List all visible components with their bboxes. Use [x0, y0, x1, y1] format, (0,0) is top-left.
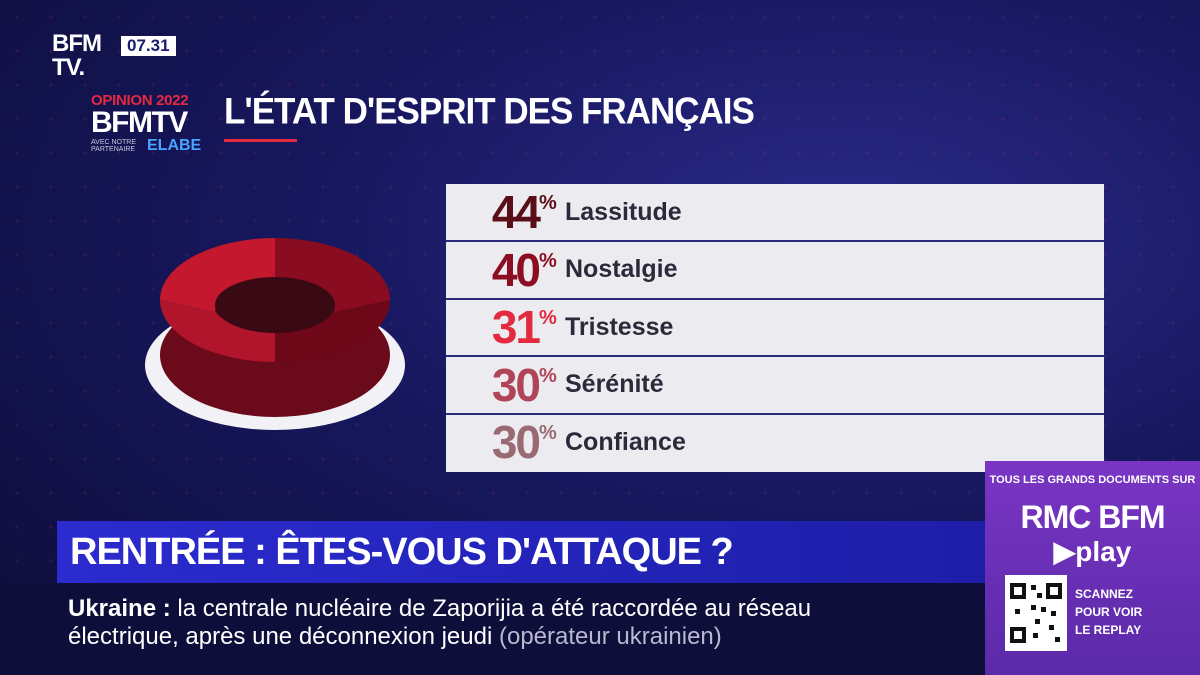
partner-label: AVEC NOTRE PARTENAIRE	[91, 139, 136, 153]
brand-label: BFMTV	[91, 106, 188, 139]
opinion-label: OPINION 2022	[91, 92, 189, 109]
percent-sign: %	[539, 249, 557, 272]
value-label: 44	[491, 186, 541, 238]
percent-sign: %	[539, 192, 557, 214]
ticker-source: (opérateur ukrainien)	[498, 623, 722, 650]
table-row: 30% Sérénité	[446, 357, 1104, 415]
category-label: Lassitude	[565, 197, 682, 226]
category-label: Confiance	[565, 427, 686, 456]
opinion-branding: OPINION 2022 BFMTV AVEC NOTRE PARTENAIRE…	[91, 93, 211, 154]
value-label: 31	[491, 301, 541, 354]
ticker-topic: Ukraine	[68, 595, 157, 622]
qr-code-icon	[1005, 575, 1067, 651]
percent-sign: %	[539, 307, 557, 330]
channel-logo: BFM TV.	[52, 30, 102, 81]
table-row: 30% Confiance	[446, 414, 1104, 470]
percent-table: 44% Lassitude 40% Nostalgie 31% Tristesse 30% S…	[446, 184, 1104, 472]
category-label: Tristesse	[565, 312, 674, 341]
headline: RENTRÉE : ÊTES-VOUS D'ATTAQUE ?	[70, 531, 734, 573]
donut-slice-2	[275, 238, 390, 312]
value-label: 30	[491, 358, 541, 411]
category-label: Nostalgie	[565, 255, 678, 284]
promo-brand: RMC BFM	[1020, 499, 1165, 535]
table-row: 44% Lassitude	[446, 184, 1104, 242]
donut-hole	[215, 277, 335, 333]
table-row: 40% Nostalgie	[446, 242, 1104, 300]
promo-cta-line-3: LE REPLAY	[1075, 623, 1142, 637]
donut-slice-4	[160, 300, 275, 362]
replay-promo: TOUS LES GRANDS DOCUMENTS SUR RMC BFM ▶p…	[985, 461, 1200, 675]
promo-cta-line-1: SCANNEZ	[1075, 587, 1134, 601]
value-label: 40	[491, 243, 541, 296]
promo-tagline: TOUS LES GRANDS DOCUMENTS SUR	[989, 474, 1196, 486]
donut-slice-1	[160, 238, 275, 312]
headline-bar	[57, 521, 985, 583]
ticker-line-2: électrique, après une déconnexion jeudi	[68, 623, 493, 650]
ticker-separator: :	[162, 595, 171, 622]
percent-sign: %	[539, 364, 557, 387]
ticker-line-1: la centrale nucléaire de Zaporijia a été…	[177, 595, 812, 622]
pollster-label: ELABE	[147, 137, 202, 154]
news-ticker: Ukraine : la centrale nucléaire de Zapor…	[0, 583, 985, 675]
clock: 07.31	[121, 36, 176, 56]
percent-sign: %	[539, 422, 557, 445]
value-label: 30	[491, 416, 541, 469]
promo-play: ▶play	[1053, 536, 1132, 567]
chart-title: L'ÉTAT D'ESPRIT DES FRANÇAIS	[224, 91, 755, 132]
table-row: 31% Tristesse	[446, 299, 1104, 358]
donut-illustration	[145, 238, 405, 430]
promo-cta-line-2: POUR VOIR	[1075, 605, 1143, 619]
title-underline	[224, 139, 297, 142]
category-label: Sérénité	[565, 370, 664, 399]
donut-slice-3	[275, 300, 390, 362]
